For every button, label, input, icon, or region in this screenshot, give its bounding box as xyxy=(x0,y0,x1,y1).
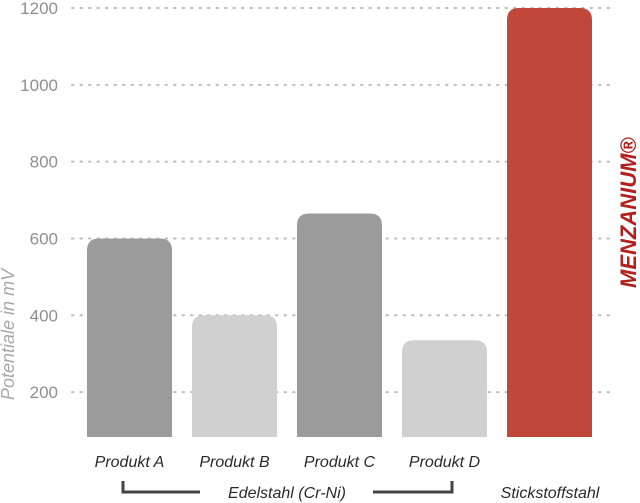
y-axis-title: Potentiale in mV xyxy=(0,267,18,400)
y-tick-label: 800 xyxy=(30,153,58,172)
bar-produkt-d xyxy=(402,340,487,437)
bars xyxy=(87,8,592,437)
group-label-stickstoffstahl: Stickstoffstahl xyxy=(501,485,600,502)
category-label: Produkt D xyxy=(409,454,481,471)
y-tick-label: 1200 xyxy=(20,0,58,18)
y-tick-label: 600 xyxy=(30,229,58,248)
brand-label-menzanium: MENZANIUM® xyxy=(616,137,640,288)
y-tick-label: 1000 xyxy=(20,76,58,95)
bar-produkt-a xyxy=(87,238,172,437)
category-label: Produkt C xyxy=(304,454,376,471)
y-tick-label: 200 xyxy=(30,383,58,402)
category-label: Produkt A xyxy=(95,454,165,471)
category-label: Produkt B xyxy=(199,454,270,471)
group-bracket-right xyxy=(373,481,454,494)
group-bracket-left xyxy=(121,481,200,494)
bar-produkt-c xyxy=(297,213,382,437)
bar-stickstoffstahl xyxy=(507,8,592,437)
y-tick-label: 400 xyxy=(30,306,58,325)
category-labels: Produkt A Produkt B Produkt C Produkt D xyxy=(95,454,481,471)
y-axis-ticks: 200 400 600 800 1000 1200 xyxy=(20,0,58,402)
group-label-edelstahl: Edelstahl (Cr-Ni) xyxy=(228,485,346,502)
bar-produkt-b xyxy=(192,315,277,437)
